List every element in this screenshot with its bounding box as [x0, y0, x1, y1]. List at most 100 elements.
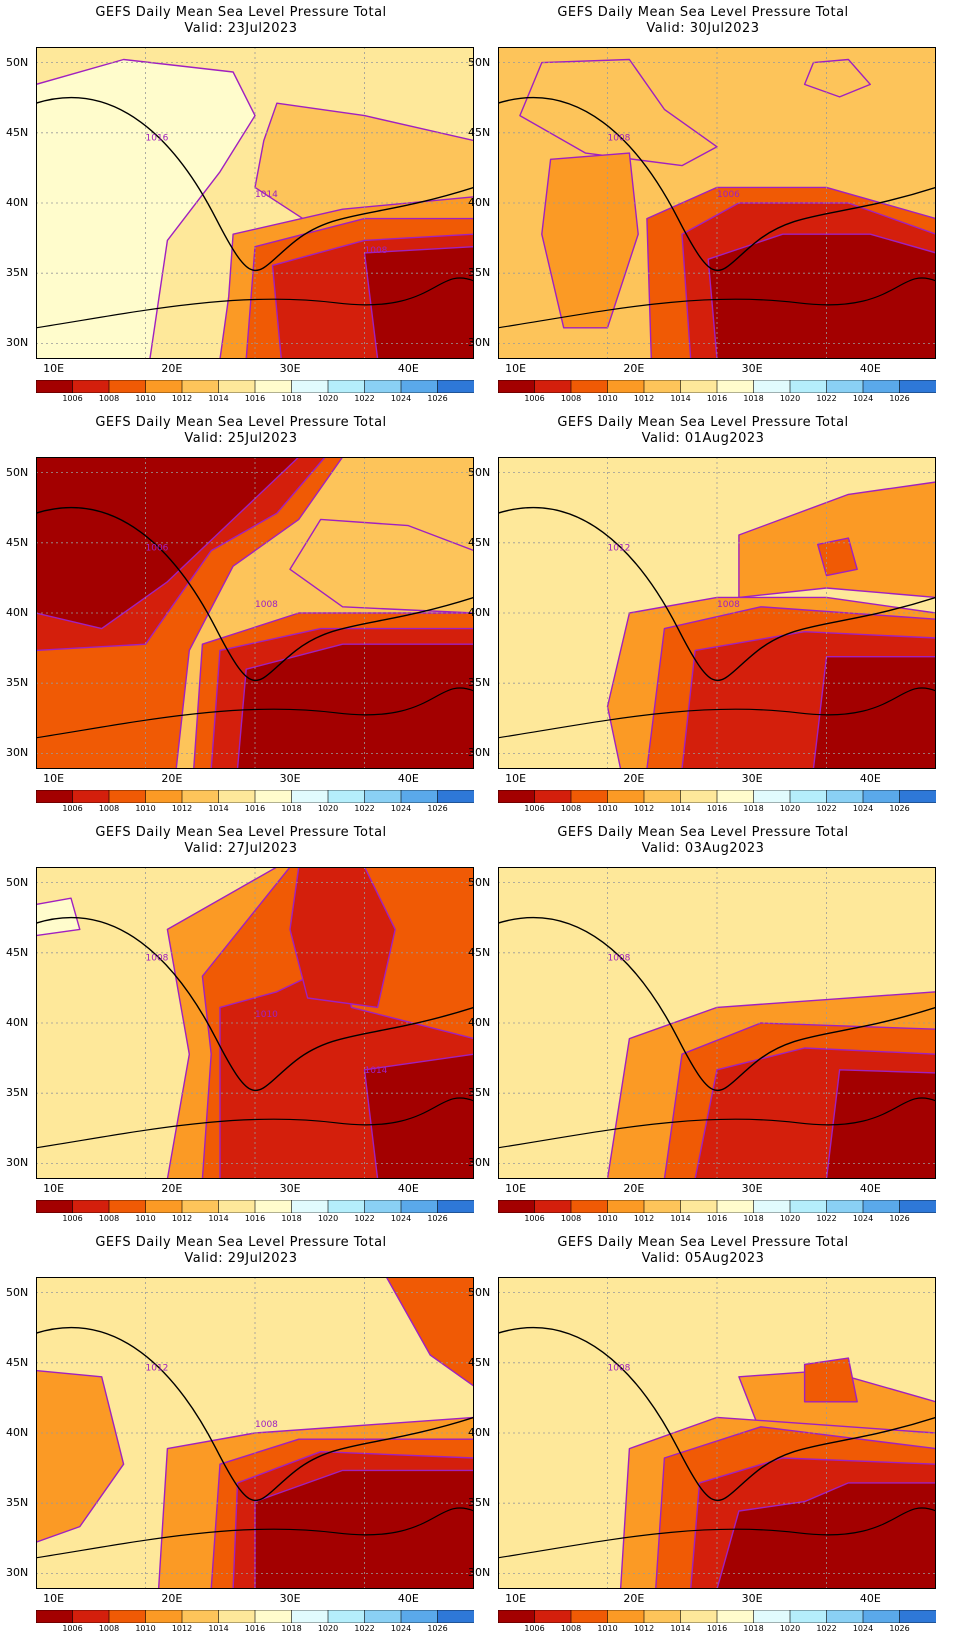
map-frame: [36, 457, 474, 769]
colorbar-swatch: [291, 1610, 329, 1623]
colorbar-swatch: [753, 1200, 791, 1213]
lat-tick-label: 45N: [468, 535, 491, 549]
colorbar-swatch: [327, 1200, 366, 1213]
lon-tick-label: 40E: [859, 772, 881, 785]
colorbar-swatch: [145, 1200, 183, 1213]
contour-label: 1008: [146, 954, 169, 964]
contour-label: 1008: [608, 134, 631, 144]
colorbar-swatch: [570, 1610, 609, 1623]
colorbar-swatch: [145, 380, 183, 393]
colorbar-swatch: [826, 790, 864, 803]
coastline: [36, 97, 474, 272]
colorbar-swatch: [716, 1610, 755, 1623]
lat-tick-label: 35N: [6, 1086, 29, 1100]
colorbar-swatch: [437, 1610, 474, 1623]
pressure-region-1006: [707, 233, 936, 359]
colorbar-label: 1014: [670, 1624, 691, 1633]
pressure-region-1012: [36, 1369, 125, 1543]
colorbar-label: 1014: [670, 804, 691, 813]
colorbar-label: 1026: [889, 804, 910, 813]
colorbar-label: 1006: [62, 804, 83, 813]
colorbar-swatch: [364, 790, 402, 803]
colorbar-swatch: [364, 1200, 402, 1213]
colorbar-swatch: [72, 790, 110, 803]
lon-tick-label: 30E: [741, 772, 763, 785]
pressure-map: 1012 1008: [498, 457, 936, 769]
lon-tick-label: 30E: [741, 1592, 763, 1605]
colorbar-label: 1022: [354, 804, 375, 813]
colorbar-swatch: [254, 790, 293, 803]
colorbar-swatch: [254, 1610, 293, 1623]
colorbar-label: 1024: [852, 1624, 874, 1633]
colorbar-label: 1022: [354, 1624, 375, 1633]
colorbar-label: 1006: [62, 1624, 83, 1633]
colorbar-label: 1016: [244, 1214, 266, 1223]
colorbar-swatch: [36, 1610, 74, 1623]
map-panel: GEFS Daily Mean Sea Level Pressure Total…: [462, 1230, 944, 1640]
pressure-map: 1008: [498, 1277, 936, 1589]
colorbar-swatch: [181, 1200, 220, 1213]
colorbar-swatch: [327, 790, 366, 803]
colorbar-label: 1026: [427, 394, 448, 403]
contour-label: 1014: [365, 1066, 388, 1076]
colorbar-label: 1006: [62, 1214, 83, 1223]
contour-label: 1008: [608, 1364, 631, 1374]
lon-tick-label: 40E: [859, 362, 881, 375]
colorbar-swatch: [534, 790, 572, 803]
colorbar-swatch: [364, 1610, 402, 1623]
lat-tick-label: 30N: [6, 1156, 29, 1170]
colorbar-swatch: [789, 790, 828, 803]
lat-tick-label: 50N: [6, 1285, 29, 1299]
colorbar-swatch: [254, 380, 293, 393]
colorbar-swatch: [862, 1610, 901, 1623]
colorbar-swatch: [145, 790, 183, 803]
pressure-region-1006: [812, 655, 936, 769]
colorbar-swatch: [534, 380, 572, 393]
lon-tick-label: 30E: [279, 1182, 301, 1195]
colorbar-label: 1024: [390, 1624, 412, 1633]
contour-label: 1010: [255, 1010, 278, 1020]
colorbar-label: 1014: [208, 1214, 229, 1223]
colorbar-swatch: [400, 1200, 439, 1213]
colorbar-swatch: [753, 1610, 791, 1623]
colorbar-swatch: [437, 1200, 474, 1213]
lon-tick-label: 30E: [279, 362, 301, 375]
lat-tick-label: 35N: [6, 266, 29, 280]
lon-tick-label: 40E: [397, 1182, 419, 1195]
lon-tick-label: 10E: [505, 772, 527, 785]
colorbar-label: 1006: [524, 394, 545, 403]
colorbar-swatch: [291, 790, 329, 803]
lat-tick-label: 30N: [468, 746, 491, 760]
lat-tick-label: 40N: [6, 1426, 29, 1439]
colorbar-label: 1012: [171, 1624, 193, 1633]
colorbar-label: 1014: [670, 1214, 691, 1223]
colorbar-swatch: [826, 1200, 864, 1213]
colorbar-swatch: [570, 790, 609, 803]
colorbar: [498, 1610, 936, 1623]
colorbar-swatch: [181, 790, 220, 803]
colorbar-swatch: [534, 1200, 572, 1213]
colorbar-label: 1008: [98, 394, 120, 403]
lat-tick-label: 35N: [468, 1086, 491, 1100]
colorbar-label: 1026: [427, 804, 448, 813]
colorbar-label: 1020: [317, 804, 339, 813]
colorbar-label: 1020: [317, 394, 339, 403]
lat-tick-label: 35N: [468, 266, 491, 280]
colorbar-swatch: [108, 380, 147, 393]
colorbar-swatch: [680, 790, 718, 803]
lon-tick-label: 20E: [161, 1592, 183, 1605]
colorbar-swatch: [218, 1200, 256, 1213]
colorbar-label: 1018: [281, 804, 302, 813]
map-frame: [498, 867, 936, 1179]
colorbar-swatch: [789, 380, 828, 393]
colorbar-label: 1006: [62, 394, 83, 403]
contour-label: 1012: [608, 544, 631, 554]
lat-tick-label: 45N: [6, 125, 29, 139]
colorbar-swatch: [108, 1610, 147, 1623]
colorbar-swatch: [680, 380, 718, 393]
colorbar-swatch: [36, 380, 74, 393]
colorbar-swatch: [72, 1200, 110, 1213]
coastline: [498, 97, 936, 272]
colorbar-label: 1014: [208, 1624, 229, 1633]
lat-tick-label: 50N: [468, 55, 491, 69]
